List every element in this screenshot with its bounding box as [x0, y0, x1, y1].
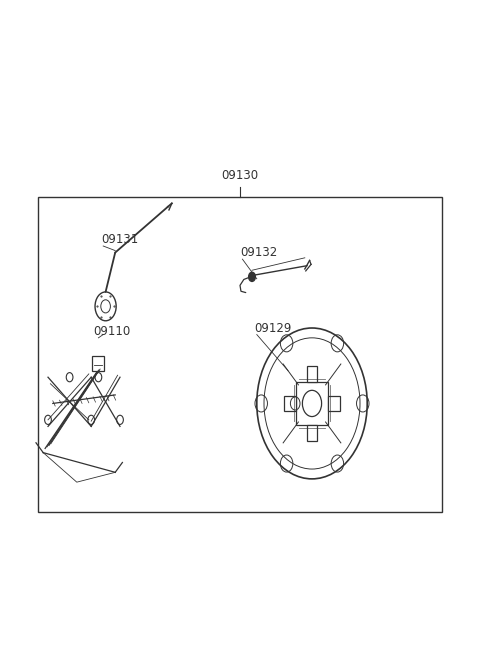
Bar — [297, 382, 328, 425]
Text: 09130: 09130 — [221, 169, 259, 182]
Text: 09110: 09110 — [94, 325, 131, 338]
Text: 09131: 09131 — [101, 233, 138, 246]
Circle shape — [117, 415, 123, 424]
Bar — [307, 425, 317, 441]
Bar — [92, 356, 105, 371]
Circle shape — [45, 415, 51, 424]
Bar — [284, 396, 297, 411]
Bar — [307, 365, 317, 382]
Text: 09129: 09129 — [254, 321, 292, 335]
Circle shape — [95, 373, 102, 382]
Circle shape — [88, 415, 95, 424]
Bar — [38, 197, 442, 512]
Circle shape — [249, 272, 255, 281]
Text: 09132: 09132 — [240, 246, 277, 259]
Bar — [327, 396, 340, 411]
Circle shape — [66, 373, 73, 382]
